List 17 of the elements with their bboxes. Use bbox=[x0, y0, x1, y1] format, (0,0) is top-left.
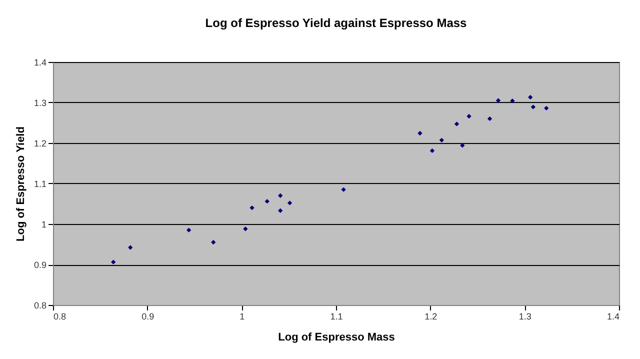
y-axis-title: Log of Espresso Yield bbox=[14, 126, 27, 242]
x-tick-label: 0.9 bbox=[142, 312, 154, 322]
y-tick-label: 1.1 bbox=[34, 179, 46, 189]
y-tick-label: 1.4 bbox=[34, 58, 46, 68]
y-tick-label: 1.3 bbox=[34, 98, 46, 108]
x-tick-label: 1.2 bbox=[424, 312, 438, 322]
x-tick-label: 1.3 bbox=[518, 312, 532, 322]
y-tick-label: 0.9 bbox=[34, 260, 46, 270]
chart-title: Log of Espresso Yield against Espresso Mass bbox=[205, 16, 468, 30]
y-tick-label: 1 bbox=[41, 220, 46, 230]
y-tick-label: 0.8 bbox=[34, 300, 46, 310]
x-tick-label: 0.8 bbox=[54, 312, 66, 322]
x-axis-title: Log of Espresso Mass bbox=[278, 332, 395, 344]
x-tick-label: 1.1 bbox=[330, 312, 343, 322]
y-tick-label: 1.2 bbox=[34, 138, 46, 148]
x-tick-label: 1 bbox=[240, 312, 245, 322]
x-tick-label: 1.4 bbox=[606, 312, 620, 322]
